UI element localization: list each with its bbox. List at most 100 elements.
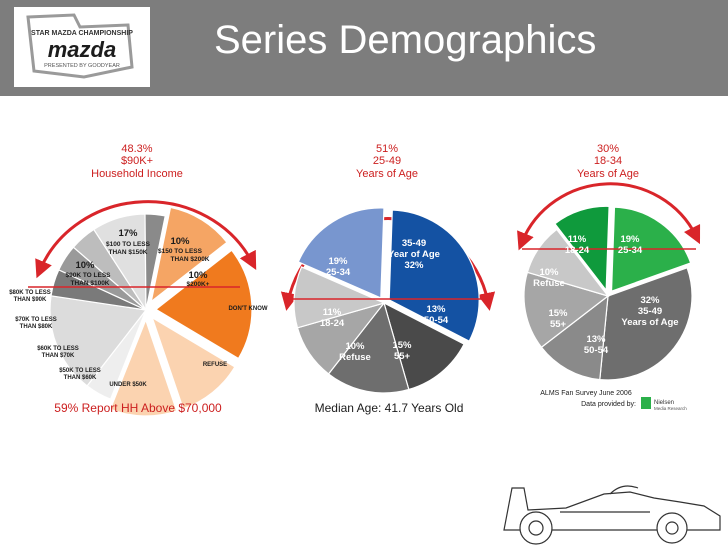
agealt-label-55: 15% 55+ [548, 308, 568, 330]
agealt-label-50: 13% 50-54 [584, 334, 609, 356]
logo-brand-text: mazda [48, 37, 116, 62]
logo-bottom-text: PRESENTED BY GOODYEAR [44, 63, 120, 69]
agealt-label-50-l2: 50-54 [584, 345, 609, 356]
age-label-35-l1: 35-49 [402, 238, 426, 249]
agealt-label-35-l2: 35-49 [638, 306, 662, 317]
mazda-logo: STAR MAZDA CHAMPIONSHIP mazda PRESENTED … [14, 7, 150, 87]
income-label-17: 17% $100 TO LESS THAN $150K [106, 228, 151, 256]
agealt-label-18-l1: 11% [568, 234, 587, 245]
income-label-150-l1: $150 TO LESS [158, 248, 203, 255]
agealt-label-35-l3: Years of Age [621, 317, 678, 328]
agealt-label-refuse-l2: Refuse [533, 278, 565, 289]
income-title-label: Household Income [91, 168, 183, 180]
age-label-50-l1: 13% [426, 304, 446, 315]
agealt-label-18: 11% 18-24 [565, 234, 590, 256]
race-car-illustration [503, 485, 721, 545]
agealt-label-refuse: 10% Refuse [533, 267, 565, 289]
income-label-under50: UNDER $50K [109, 382, 147, 388]
income-label-dontknow: DON'T KNOW [228, 306, 267, 312]
age-label-50: 13% 50-54 [424, 304, 449, 326]
agealt-title-percent: 30% [597, 143, 619, 155]
age-label-25: 19% 25-34 [326, 256, 351, 278]
slice-25-34 [297, 207, 385, 299]
income-label-80-l2: THAN $90K [14, 297, 47, 303]
age-label-18: 11% 18-24 [320, 307, 345, 329]
agealt-label-55-l1: 15% [548, 308, 568, 319]
agealt-label-25: 19% 25-34 [618, 234, 643, 256]
age-label-25-l1: 19% [328, 256, 348, 267]
age-footer: Median Age: 41.7 Years Old [315, 401, 464, 415]
income-label-150-pct: 10% [170, 236, 190, 247]
slice-refuse [49, 295, 148, 387]
age-label-35-l2: Year of Age [388, 249, 440, 260]
age-title-range: 25-49 [373, 155, 401, 167]
slice-50-54 [540, 294, 609, 381]
agealt-label-25-l1: 19% [620, 234, 640, 245]
income-label-refuse: REFUSE [203, 362, 227, 368]
income-label-80-l1: $80K TO LESS [9, 290, 51, 296]
income-label-90-l2: THAN $100K [70, 280, 109, 287]
income-arc [35, 200, 257, 279]
slice-50-54 [383, 301, 465, 391]
income-label-200-l1: $200K+ [187, 281, 210, 288]
agealt-label-18-l2: 18-24 [565, 245, 590, 256]
income-label-50-l2: THAN $60K [64, 375, 97, 381]
slice-80-90k [144, 213, 166, 311]
age-alt-chart: 30% 18-34 Years of Age 19% 25-34 32% 35-49… [517, 143, 701, 411]
age-label-55: 15% 55+ [392, 340, 412, 362]
age-label-25-l2: 25-34 [326, 267, 351, 278]
income-footer: 59% Report HH Above $70,000 [54, 401, 222, 415]
slice-35-49 [388, 209, 480, 342]
slice-18-24 [293, 266, 386, 329]
nielsen-sub: Media Research [654, 406, 687, 411]
slice-35-49 [599, 267, 693, 381]
income-label-150: 10% $150 TO LESS THAN $200K [158, 236, 210, 263]
income-label-70-l1: $70K TO LESS [15, 317, 57, 323]
income-label-150-l2: THAN $200K [170, 256, 209, 263]
income-pie [49, 206, 253, 417]
agealt-title-range: 18-34 [594, 155, 622, 167]
income-label-50: $50K TO LESS THAN $60K [59, 368, 101, 381]
income-label-70-l2: THAN $80K [20, 324, 53, 330]
agealt-label-refuse-l1: 10% [539, 267, 559, 278]
agealt-arc [517, 182, 701, 251]
income-label-50-l1: $50K TO LESS [59, 368, 101, 374]
agealt-label-35: 32% 35-49 Years of Age [621, 295, 678, 328]
income-label-80: $80K TO LESS THAN $90K [9, 290, 51, 303]
age-label-refuse-l1: 10% [345, 341, 365, 352]
age-chart: 51% 25-49 Years of Age 35-49 Year of Age 3… [280, 143, 496, 415]
income-label-17-l1: $100 TO LESS [106, 241, 151, 248]
agealt-label-35-l1: 32% [640, 295, 660, 306]
age-label-18-l2: 18-24 [320, 318, 345, 329]
income-label-90: 10% $90K TO LESS THAN $100K [65, 260, 111, 287]
nielsen-name: Nielsen [654, 400, 674, 406]
age-label-refuse: 10% Refuse [339, 341, 371, 363]
slice-55-plus [523, 271, 610, 349]
header-bar: STAR MAZDA CHAMPIONSHIP mazda PRESENTED … [0, 0, 728, 96]
age-label-35: 35-49 Year of Age 32% [388, 238, 440, 271]
income-title-percent: 48.3% [121, 143, 152, 155]
income-label-60-l1: $60K TO LESS [37, 346, 79, 352]
age-label-35-l3: 32% [404, 260, 424, 271]
data-provider-label: Data provided by: [581, 401, 636, 408]
age-title-percent: 51% [376, 143, 398, 155]
charts-canvas: 48.3% $90K+ Household Income 17% $100 TO … [9, 143, 721, 545]
income-title-range: $90K+ [121, 155, 153, 167]
slice-150-200k [151, 316, 236, 410]
age-label-refuse-l2: Refuse [339, 352, 371, 363]
age-label-50-l2: 50-54 [424, 315, 449, 326]
logo-top-text: STAR MAZDA CHAMPIONSHIP [31, 30, 133, 37]
income-label-90-l1: $90K TO LESS [65, 272, 111, 279]
nielsen-logo: Nielsen Media Research [641, 397, 687, 411]
income-label-17-l2: THAN $150K [108, 249, 147, 256]
agealt-label-25-l2: 25-34 [618, 245, 643, 256]
age-title-label: Years of Age [356, 168, 418, 180]
agealt-label-55-l2: 55+ [550, 319, 567, 330]
income-label-60-l2: THAN $70K [42, 353, 75, 359]
agealt-label-50-l1: 13% [586, 334, 606, 345]
income-label-17-pct: 17% [118, 228, 138, 239]
age-pie [293, 207, 480, 394]
slice-90-100k [150, 206, 228, 303]
income-chart: 48.3% $90K+ Household Income 17% $100 TO … [9, 143, 268, 417]
agealt-title-label: Years of Age [577, 168, 639, 180]
